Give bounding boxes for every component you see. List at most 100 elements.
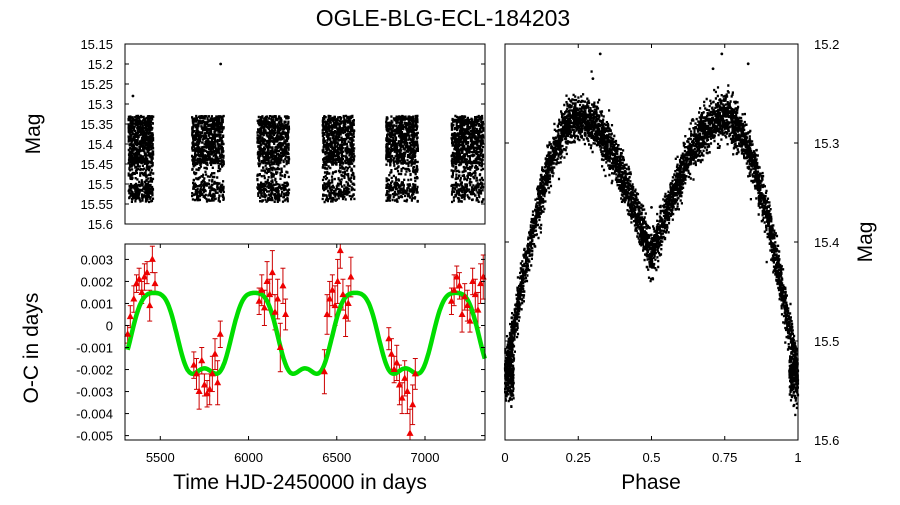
- oc-observation-point: [463, 301, 471, 309]
- oc-observation-point: [151, 279, 159, 287]
- phase-outlier-point: [591, 77, 595, 81]
- oc-xtick-label: 5500: [146, 450, 175, 465]
- lc-outlier-point: [131, 94, 135, 98]
- oc-ylabel: O-C in days: [20, 293, 43, 404]
- oc-observation-point: [328, 286, 336, 293]
- oc-observation-point: [474, 306, 482, 313]
- phase-outlier-point: [650, 205, 653, 209]
- ph-xtick-label: 0: [501, 450, 508, 465]
- oc-observation-point: [135, 275, 143, 282]
- oc-model-curve: [125, 290, 487, 377]
- lc-ytick-label: 15.3: [88, 97, 113, 112]
- oc-observation-point: [395, 380, 403, 388]
- ph-xtick-label: 1: [794, 450, 801, 465]
- oc-xtick-label: 7000: [411, 450, 440, 465]
- phase-outlier-point: [711, 67, 715, 71]
- oc-observation-point: [387, 350, 395, 357]
- phase-outlier-point: [746, 62, 750, 66]
- lc-ytick-label: 15.2: [88, 57, 113, 72]
- phase-y-ticks: 15.2 15.3 15.4 15.5 15.6: [505, 37, 839, 448]
- oc-observation-point: [344, 299, 352, 306]
- oc-observation-point: [385, 334, 393, 342]
- oc-observation-point: [258, 286, 266, 293]
- oc-observation-point: [453, 273, 461, 280]
- phase-x-ticks: 0 0.25 0.5 0.75 1: [501, 44, 802, 465]
- ph-xtick-label: 0.75: [712, 450, 737, 465]
- oc-observation-point: [146, 301, 154, 309]
- oc-observation-point: [320, 367, 328, 375]
- oc-observation-point: [214, 378, 222, 386]
- oc-observation-point: [461, 292, 469, 300]
- light-curve-points: [127, 62, 485, 204]
- lc-ytick-label: 15.45: [80, 157, 113, 172]
- oc-observation-point: [398, 394, 406, 401]
- oc-xtick-label: 6500: [322, 450, 351, 465]
- oc-observation-point: [276, 343, 284, 351]
- oc-observation-point: [401, 374, 409, 381]
- lc-ytick-label: 15.25: [80, 77, 113, 92]
- oc-observation-point: [132, 279, 140, 287]
- oc-observation-point: [331, 301, 339, 309]
- oc-observation-point: [140, 273, 148, 280]
- ph-ytick-label: 15.3: [814, 136, 839, 151]
- oc-observation-point: [148, 255, 156, 262]
- ph-ytick-label: 15.4: [814, 235, 839, 250]
- ph-ytick-label: 15.2: [814, 37, 839, 52]
- lc-ytick-label: 15.6: [88, 217, 113, 232]
- oc-observation-point: [326, 295, 334, 302]
- oc-observation-point: [455, 281, 463, 289]
- oc-observation-point: [403, 387, 411, 395]
- ph-ytick-label: 15.5: [814, 334, 839, 349]
- oc-observation-point: [138, 288, 146, 295]
- lc-season-points: [127, 114, 485, 204]
- oc-observation-point: [126, 312, 134, 320]
- phase-xlabel: Phase: [621, 471, 681, 494]
- oc-panel: 0.003 0.002 0.001 0 -0.001 -0.002 -0.003 -0.004…: [20, 243, 487, 494]
- oc-observation-point: [282, 310, 290, 317]
- light-curve-panel: 15.15 15.2 15.25 15.3 15.35 15.4 15.45 15.5 15.5…: [22, 37, 486, 232]
- lc-ytick-label: 15.4: [88, 137, 113, 152]
- phase-panel: 15.2 15.3 15.4 15.5 15.6 0 0.25 0.5 0.75 1 Mag P…: [501, 37, 877, 494]
- oc-observations: [124, 246, 487, 436]
- phase-points: [503, 52, 800, 417]
- oc-observation-point: [200, 380, 208, 388]
- oc-observation-point: [471, 290, 479, 298]
- oc-observation-point: [255, 297, 263, 304]
- oc-observation-point: [406, 429, 414, 436]
- oc-observation-point: [260, 303, 268, 311]
- oc-observation-point: [206, 385, 214, 392]
- ph-xtick-label: 0.25: [566, 450, 591, 465]
- oc-observation-point: [477, 279, 485, 287]
- lc-outlier-point: [219, 62, 223, 66]
- oc-observation-point: [466, 317, 474, 324]
- oc-observation-point: [390, 365, 398, 373]
- lc-ytick-label: 15.35: [80, 117, 113, 132]
- light-curve-y-ticks: 15.15 15.2 15.25 15.3 15.35 15.4 15.45 15.5 15.5…: [80, 37, 485, 232]
- oc-observation-point: [339, 290, 347, 298]
- oc-observation-point: [203, 389, 211, 397]
- oc-observation-point: [336, 246, 344, 254]
- oc-frame: [124, 243, 486, 441]
- oc-ytick-label: 0.002: [80, 274, 113, 289]
- lc-ytick-label: 15.55: [80, 197, 113, 212]
- oc-observation-point: [268, 268, 276, 276]
- oc-observation-point: [198, 356, 206, 364]
- oc-observation-point: [447, 297, 455, 304]
- oc-observation-point: [347, 273, 355, 280]
- lc-ytick-label: 15.15: [80, 37, 113, 52]
- light-curve-ylabel: Mag: [22, 114, 45, 155]
- phase-outlier-point: [598, 52, 602, 56]
- phase-ylabel: Mag: [854, 222, 877, 263]
- oc-x-ticks: 5500 6000 6500 7000: [146, 244, 440, 465]
- lc-ytick-label: 15.5: [88, 177, 113, 192]
- oc-observation-point: [124, 330, 132, 337]
- oc-ytick-label: 0.001: [80, 296, 113, 311]
- oc-observation-point: [279, 281, 287, 289]
- oc-ytick-label: -0.001: [76, 341, 113, 356]
- light-curve-frame: [124, 43, 486, 225]
- oc-observation-point: [211, 350, 219, 357]
- oc-observation-point: [216, 330, 224, 337]
- chart-title: OGLE-BLG-ECL-184203: [316, 5, 570, 31]
- oc-y-ticks: 0.003 0.002 0.001 0 -0.001 -0.002 -0.003 -0.004…: [76, 252, 485, 444]
- oc-observation-point: [192, 369, 200, 377]
